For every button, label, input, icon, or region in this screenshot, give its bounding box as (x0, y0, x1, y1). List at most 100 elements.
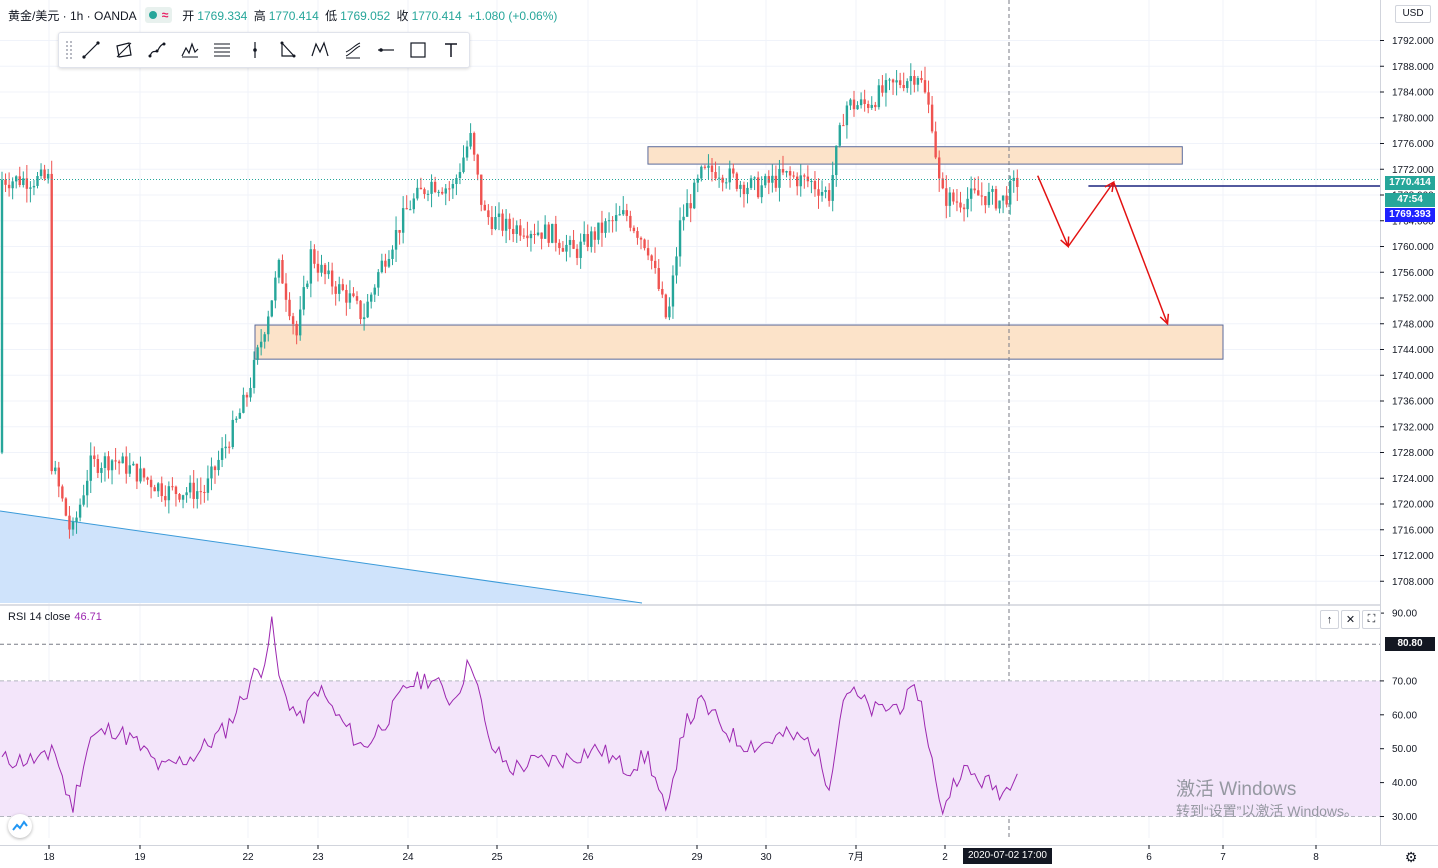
last-price-label: 1770.414 (1385, 176, 1435, 190)
candle-body (139, 468, 142, 482)
candle-body (355, 296, 359, 301)
candle-body (536, 232, 540, 235)
candle-body (39, 169, 43, 177)
candle-body (313, 249, 316, 264)
market-status-badge[interactable]: ≈ (144, 7, 173, 23)
candle-body (181, 495, 185, 500)
candle-body (398, 230, 401, 233)
candle-body (366, 301, 369, 318)
channel-icon[interactable] (110, 36, 139, 64)
candle-body (132, 463, 135, 466)
trend-line (0, 510, 643, 604)
currency-button[interactable]: USD (1395, 5, 1431, 23)
time-tick-label: 19 (134, 852, 146, 863)
candle-body (348, 293, 352, 303)
symbol-title[interactable]: 黄金/美元 · 1h · OANDA (8, 8, 137, 23)
candle-body (554, 223, 557, 243)
trend-line-icon[interactable] (77, 36, 106, 64)
candle-body (572, 239, 575, 249)
candle-body (721, 177, 724, 183)
close-value: 1770.414 (411, 8, 462, 23)
crosshair-price-label: 1769.393 (1385, 208, 1435, 222)
pane-maximize-button[interactable]: ⛶ (1362, 610, 1381, 629)
rsi-title[interactable]: RSI 14 close 46.71 (8, 611, 102, 623)
rsi-tick-label: 40.00 (1392, 778, 1417, 789)
candle-body (412, 198, 415, 210)
candle-body (675, 256, 678, 276)
candle-body (302, 287, 305, 310)
rectangle-icon[interactable] (404, 36, 433, 64)
candle-body (71, 521, 75, 530)
triangle-icon[interactable] (273, 36, 302, 64)
candle-body (820, 192, 824, 196)
candle-body (78, 504, 82, 518)
candle-body (178, 494, 181, 500)
crosshair-date-label: 2020-07-02 17:00 (963, 848, 1052, 864)
price-tick-label: 1748.000 (1392, 319, 1434, 330)
candle-body (96, 459, 100, 473)
candle-body (242, 394, 245, 413)
candle-body (735, 173, 739, 189)
candle-body (29, 187, 32, 189)
candle-body (746, 187, 749, 195)
pattern-icon[interactable] (175, 36, 204, 64)
candle-body (490, 217, 494, 230)
rsi-current-value: 46.71 (74, 611, 102, 623)
zone-layer[interactable] (254, 146, 1224, 360)
time-tick-label: 6 (1146, 852, 1152, 863)
candle-body (157, 483, 160, 492)
pitchfork-icon[interactable] (338, 36, 367, 64)
candle-body (128, 465, 131, 474)
candle-body (284, 283, 288, 300)
candle-body (764, 176, 767, 186)
projection-arrow-segment (1112, 181, 1169, 325)
low-value: 1769.052 (340, 8, 391, 23)
candle-body (352, 293, 355, 297)
price-tick-label: 1784.000 (1392, 88, 1434, 99)
candle-body (597, 222, 600, 240)
vertical-line-icon[interactable] (240, 36, 269, 64)
candle-body (22, 178, 25, 186)
candle-body (959, 202, 962, 208)
candle-body (888, 79, 891, 81)
candle-body (345, 289, 348, 303)
support-zone[interactable] (254, 324, 1224, 360)
candle-body (845, 105, 849, 126)
fib-icon[interactable] (208, 36, 237, 64)
candle-body (1005, 195, 1008, 205)
xabcd-icon[interactable] (306, 36, 335, 64)
settings-gear-icon[interactable]: ⚙ (1404, 849, 1418, 865)
resistance-zone[interactable] (647, 146, 1183, 165)
candle-body (1001, 195, 1005, 201)
candle-body (799, 175, 802, 187)
candle-body (281, 259, 284, 284)
pane-move-up-button[interactable]: ↑ (1320, 610, 1339, 629)
horizontal-ray-icon[interactable] (371, 36, 400, 64)
candle-body (728, 168, 731, 183)
candle-body (685, 203, 689, 217)
candle-body (810, 181, 813, 183)
candle-body (877, 85, 881, 108)
candle-body (519, 225, 522, 236)
candle-body (384, 260, 387, 267)
candle-body (476, 154, 479, 175)
candle-body (824, 190, 827, 193)
tradingview-logo-icon[interactable] (8, 814, 32, 838)
candle-body (1012, 177, 1015, 181)
pane-close-button[interactable]: ✕ (1341, 610, 1360, 629)
candle-body (515, 225, 518, 234)
curve-icon[interactable] (142, 36, 171, 64)
candle-body (664, 294, 668, 318)
candle-body (803, 175, 806, 177)
toolbar-grip-icon[interactable] (65, 40, 73, 60)
candle-body (61, 486, 64, 499)
candle-body (196, 491, 199, 499)
text-icon[interactable] (436, 36, 465, 64)
candle-body (192, 482, 195, 499)
candle-body (604, 221, 607, 233)
overlay-layer[interactable] (0, 0, 1438, 838)
candle-body (916, 78, 920, 85)
candle-body (220, 448, 224, 460)
